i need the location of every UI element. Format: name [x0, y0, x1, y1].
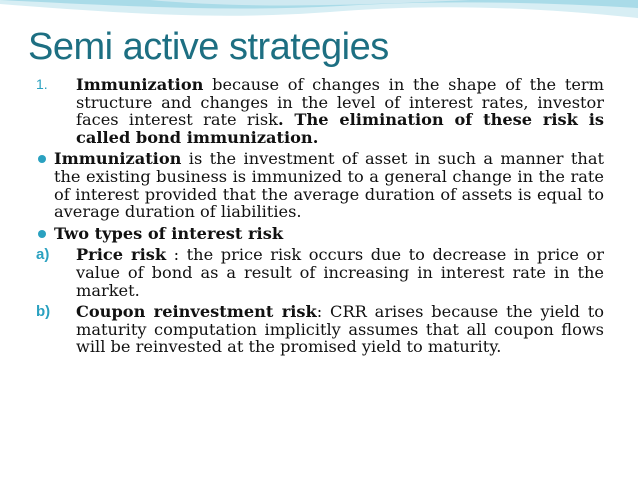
term-price-risk: Price risk [76, 245, 167, 265]
list-item-price-risk: a) Price risk : the price risk occurs du… [32, 246, 604, 299]
bullet-icon [38, 229, 46, 238]
list-item-interest-risk-types: Two types of interest risk [32, 223, 604, 243]
list-item-immunization-risk: 1. Immunization because of changes in th… [32, 76, 604, 146]
alpha-marker: a) [36, 246, 50, 264]
bullet-icon [38, 155, 46, 164]
item-bold-text: . The elimination of these risk is calle… [76, 110, 604, 147]
term-immunization: Immunization [76, 75, 204, 94]
slide-title: Semi active strategies [28, 26, 389, 68]
term-two-types: Two types of interest risk [54, 223, 284, 243]
item-text: because of changes in the shape of the t… [76, 75, 604, 130]
term-immunization: Immunization [54, 149, 182, 169]
item-text: : the price risk occurs due to decrease … [76, 245, 605, 300]
list-item-coupon-reinvestment-risk: b) Coupon reinvestment risk: CRR arises … [32, 303, 604, 356]
numbered-marker: 1. [36, 76, 48, 92]
slide-content: 1. Immunization because of changes in th… [32, 76, 604, 360]
item-text: : CRR arises because the yield to maturi… [76, 302, 605, 357]
term-coupon-risk: Coupon reinvestment risk [76, 302, 317, 322]
alpha-marker: b) [36, 303, 51, 321]
header-wave-decoration [0, 0, 638, 18]
list-item-immunization-definition: Immunization is the investment of asset … [32, 150, 604, 220]
item-text: is the investment of asset in such a man… [54, 149, 604, 222]
